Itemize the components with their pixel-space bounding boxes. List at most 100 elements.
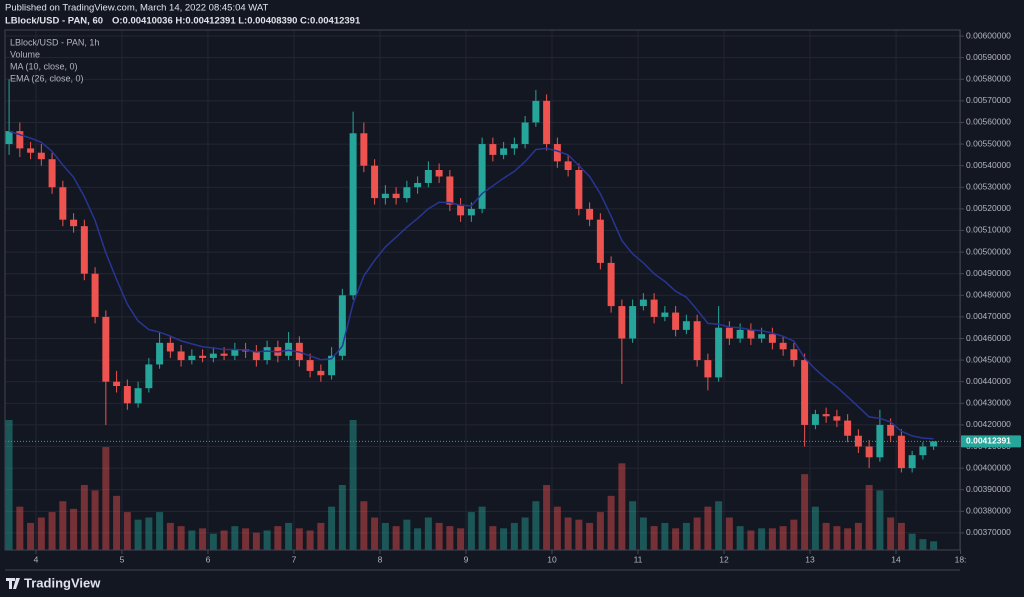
candle-body — [209, 353, 217, 358]
x-tick-label: 11 — [634, 554, 643, 564]
volume-bar — [629, 501, 637, 550]
volume-bar — [639, 517, 647, 550]
candle-body — [467, 208, 475, 216]
volume-bar — [295, 528, 303, 550]
footer-text: TradingView — [24, 575, 101, 590]
candle-body — [510, 144, 518, 149]
legend-ma: MA (10, close, 0) — [10, 61, 78, 71]
candle-body — [285, 342, 293, 356]
y-tick-label: 0.00580000 — [966, 74, 1011, 84]
x-tick-label: 10 — [547, 554, 557, 564]
grid — [5, 30, 962, 550]
y-tick-label: 0.00530000 — [966, 182, 1011, 192]
y-tick-label: 0.00440000 — [966, 376, 1011, 386]
candle-body — [822, 414, 830, 417]
symbol-text: LBlock/USD - PAN, 60 — [5, 16, 103, 27]
candle-body — [16, 131, 24, 149]
volume-bar — [371, 517, 379, 550]
volume-bar — [607, 495, 615, 550]
x-tick-label: 4 — [34, 554, 39, 564]
y-tick-label: 0.00590000 — [966, 52, 1011, 62]
volume-bar — [650, 526, 658, 550]
volume-bar — [242, 528, 250, 550]
ema-line — [8, 130, 934, 440]
candle-body — [59, 187, 67, 220]
volume-bar — [145, 517, 153, 550]
y-tick-label: 0.00450000 — [966, 354, 1011, 364]
candle-body — [231, 349, 239, 356]
y-tick-label: 0.00380000 — [966, 506, 1011, 516]
volume-bar — [188, 530, 196, 550]
volume-layer — [5, 420, 938, 550]
candle-body — [446, 176, 454, 205]
published-text: Published on TradingView.com, March 14, … — [5, 3, 269, 14]
candle-body — [887, 424, 895, 436]
volume-bar — [381, 522, 389, 550]
volume-bar — [736, 526, 744, 550]
volume-bar — [532, 501, 540, 550]
overlay-layer — [5, 130, 960, 442]
y-tick-label: 0.00430000 — [966, 398, 1011, 408]
candle-body — [371, 165, 379, 199]
volume-bar — [252, 532, 260, 550]
candle-body — [693, 321, 701, 361]
volume-bar — [328, 506, 336, 550]
volume-bar — [543, 485, 551, 550]
candle-body — [317, 370, 325, 376]
volume-bar — [5, 420, 13, 550]
candle-body — [865, 446, 873, 458]
candle-body — [586, 208, 594, 220]
x-tick-label: 9 — [464, 554, 469, 564]
volume-bar — [704, 506, 712, 550]
candle-body — [553, 144, 561, 162]
candle-body — [575, 169, 583, 209]
ohlc-text: O:0.00410036 H:0.00412391 L:0.00408390 C… — [112, 16, 361, 27]
candle-body — [618, 306, 626, 339]
volume-bar — [521, 517, 529, 550]
volume-bar — [908, 533, 916, 550]
y-tick-label: 0.00370000 — [966, 527, 1011, 537]
candle-body — [629, 306, 637, 339]
volume-bar — [801, 474, 809, 550]
volume-bar — [510, 522, 518, 550]
volume-bar — [844, 528, 852, 550]
volume-bar — [715, 501, 723, 550]
volume-bar — [360, 501, 368, 550]
y-tick-label: 0.00480000 — [966, 290, 1011, 300]
volume-bar — [811, 506, 819, 550]
legend-title: LBlock/USD - PAN, 1h — [10, 37, 99, 47]
candle-body — [672, 312, 680, 330]
candle-body — [758, 334, 766, 339]
volume-bar — [457, 528, 465, 550]
candle-body — [166, 342, 174, 352]
volume-bar — [37, 517, 45, 550]
candle-body — [134, 388, 142, 404]
candle-body — [328, 355, 336, 376]
volume-bar — [758, 528, 766, 550]
y-tick-label: 0.00560000 — [966, 117, 1011, 127]
candle-body — [102, 316, 110, 382]
y-tick-label: 0.00490000 — [966, 268, 1011, 278]
x-tick-label: 13 — [805, 554, 815, 564]
y-tick-label: 0.00540000 — [966, 160, 1011, 170]
candle-body — [403, 187, 411, 199]
volume-bar — [682, 522, 690, 550]
volume-bar — [102, 447, 110, 550]
y-tick-label: 0.00470000 — [966, 311, 1011, 321]
candle-body — [543, 100, 551, 145]
candle-body — [833, 416, 841, 421]
x-tick-label: 7 — [292, 554, 297, 564]
candle-body — [424, 169, 432, 183]
candle-body — [500, 148, 508, 155]
candle-body — [414, 182, 422, 188]
candle-body — [113, 381, 121, 387]
y-tick-label: 0.00390000 — [966, 484, 1011, 494]
volume-bar — [790, 519, 798, 550]
volume-bar — [424, 517, 432, 550]
legend-volume: Volume — [10, 49, 40, 59]
logo-icon — [6, 578, 20, 589]
volume-bar — [306, 530, 314, 550]
candle-body — [564, 161, 572, 170]
